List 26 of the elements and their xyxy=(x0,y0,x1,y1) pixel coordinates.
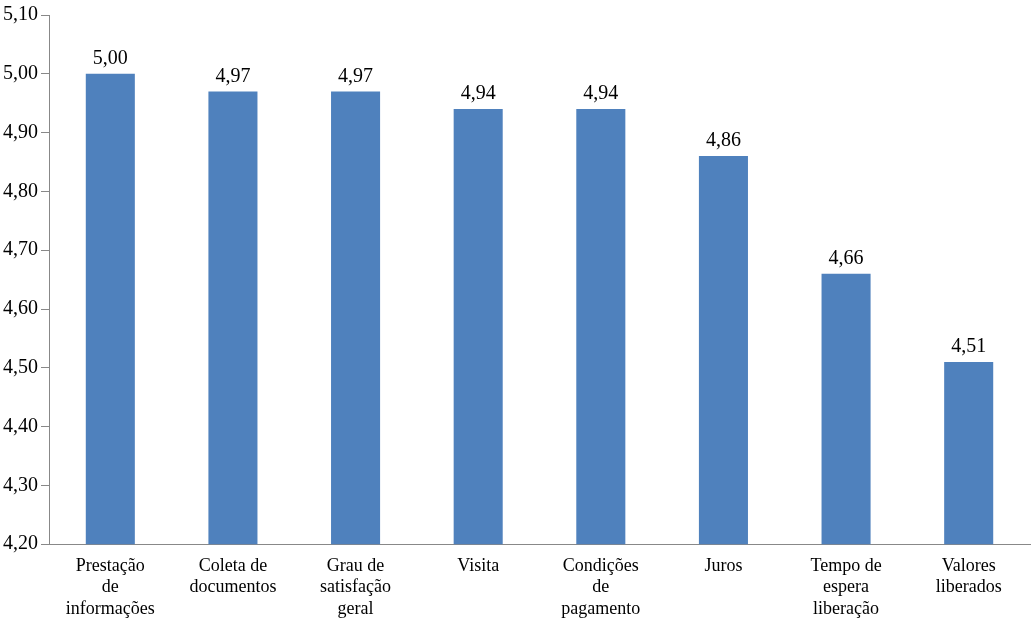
data-label: 4,94 xyxy=(583,81,619,104)
y-tick-label: 5,00 xyxy=(3,61,38,84)
x-tick-label: Grau de satisfação geral xyxy=(320,554,392,618)
y-tick-label: 4,40 xyxy=(3,413,38,436)
x-tick-label: Prestação de informações xyxy=(65,554,155,618)
y-tick-label: 4,20 xyxy=(3,531,38,554)
y-tick-label: 4,50 xyxy=(3,355,38,378)
x-tick-label: Coleta de documentos xyxy=(189,554,277,597)
y-tick-label: 4,60 xyxy=(3,296,38,319)
x-tick-label: Valores liberados xyxy=(935,554,1002,597)
x-tick-label: Condições de pagamento xyxy=(561,554,641,618)
y-tick-label: 4,70 xyxy=(3,237,38,260)
data-label: 4,94 xyxy=(460,81,496,104)
data-label: 4,66 xyxy=(828,245,864,268)
y-tick-label: 4,80 xyxy=(3,178,38,201)
x-tick-label: Juros xyxy=(704,554,743,575)
data-label: 4,86 xyxy=(705,128,741,151)
data-label: 4,51 xyxy=(951,334,987,357)
y-tick-label: 4,30 xyxy=(3,472,38,495)
y-tick-label: 5,10 xyxy=(3,2,38,25)
data-label: 5,00 xyxy=(92,46,128,69)
data-label: 4,97 xyxy=(215,63,251,86)
x-tick-label: Visita xyxy=(457,554,500,575)
y-tick-label: 4,90 xyxy=(3,119,38,142)
data-label: 4,97 xyxy=(338,63,374,86)
x-tick-label: Tempo de espera liberação xyxy=(810,554,882,618)
